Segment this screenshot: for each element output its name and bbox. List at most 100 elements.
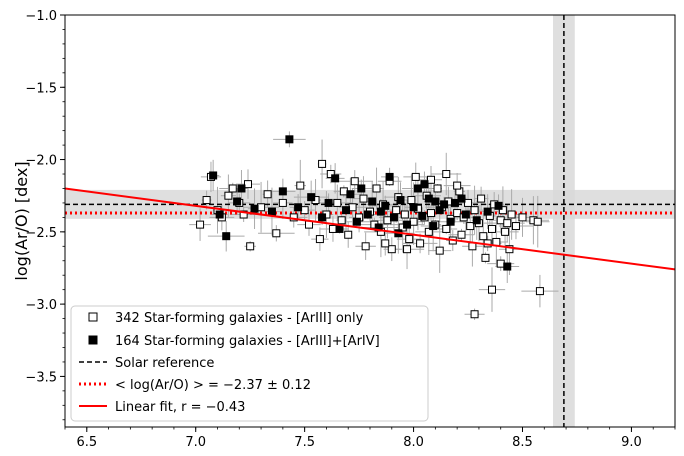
y-tick-label: −3.0 [25, 298, 57, 313]
data-point-arIII-arIV [376, 207, 385, 216]
data-point-arIII-arIV [409, 203, 418, 212]
data-point-arIII-arIV [457, 194, 466, 203]
data-point-arIII-only [503, 219, 512, 228]
data-point-arIII-only [464, 198, 473, 207]
data-point-arIII-arIV [429, 222, 438, 231]
data-point-arIII-only [470, 310, 479, 319]
data-point-arIII-only [344, 230, 353, 239]
data-point-arIII-only [202, 196, 211, 205]
data-point-arIII-arIV [357, 184, 366, 193]
data-point-arIII-arIV [335, 224, 344, 233]
data-point-arIII-only [372, 184, 381, 193]
legend-label-arIII-arIV: 164 Star-forming galaxies - [ArIII]+[ArI… [115, 334, 380, 349]
data-point-arIII-arIV [237, 184, 246, 193]
data-point-arIII-only [239, 210, 248, 219]
x-tick-label: 8.0 [403, 435, 424, 450]
data-point-arIII-arIV [324, 198, 333, 207]
data-point-arIII-only [535, 287, 544, 296]
data-point-arIII-arIV [440, 200, 449, 209]
data-point-arIII-arIV [278, 187, 287, 196]
data-point-arIII-arIV [285, 135, 294, 144]
data-point-arIII-only [518, 213, 527, 222]
data-point-arIII-only [488, 224, 496, 233]
legend-label-arIII-only: 342 Star-forming galaxies - [ArIII] only [115, 311, 364, 326]
data-point-arIII-only [501, 227, 510, 236]
legend-label-fit: Linear fit, r = −0.43 [115, 400, 245, 415]
data-point-arIII-only [328, 224, 337, 233]
legend-filled-square-marker [88, 335, 98, 345]
data-point-arIII-only [505, 245, 514, 254]
data-point-arIII-arIV [318, 213, 327, 222]
data-point-arIII-only [407, 196, 416, 205]
data-point-arIII-only [411, 172, 420, 181]
data-point-arIII-arIV [420, 180, 429, 189]
legend-label-mean: < log(Ar/O) > = −2.37 ± 0.12 [115, 378, 311, 393]
data-point-arIII-only [481, 253, 490, 262]
data-point-arIII-only [511, 222, 520, 231]
x-tick-label: 6.5 [76, 435, 97, 450]
data-point-arIII-only [348, 203, 357, 212]
data-point-arIII-only [257, 203, 266, 212]
data-point-arIII-only [392, 206, 401, 215]
data-point-arIII-only [339, 187, 348, 196]
data-point-arIII-arIV [450, 198, 459, 207]
y-axis-title: log(Ar/O) [dex] [12, 161, 31, 280]
data-point-arIII-only [361, 242, 370, 251]
data-point-arIII-only [409, 217, 418, 226]
data-point-arIII-arIV [331, 174, 340, 183]
data-point-arIII-only [387, 245, 396, 254]
data-point-arIII-arIV [363, 210, 372, 219]
y-tick-label: −2.5 [25, 226, 57, 241]
data-point-arIII-only [457, 230, 466, 239]
data-point-arIII-only [479, 232, 488, 241]
data-point-arIII-arIV [396, 196, 405, 205]
data-point-arIII-arIV [424, 194, 433, 203]
data-point-arIII-only [224, 191, 233, 200]
data-point-arIII-arIV [503, 262, 512, 271]
data-point-arIII-only [196, 220, 205, 229]
data-point-arIII-only [470, 206, 479, 215]
data-point-arIII-only [350, 177, 359, 186]
data-point-arIII-only [477, 194, 486, 203]
x-tick-label: 9.0 [621, 435, 642, 450]
data-point-arIII-only [403, 245, 412, 254]
legend-box [70, 305, 429, 422]
data-point-arIII-arIV [461, 210, 470, 219]
data-point-arIII-only [416, 239, 425, 248]
data-point-arIII-arIV [352, 217, 361, 226]
data-point-arIII-arIV [342, 206, 351, 215]
data-point-arIII-arIV [446, 217, 455, 226]
data-point-arIII-only [496, 259, 505, 268]
linear-fit-line [65, 187, 675, 271]
data-point-arIII-only [453, 181, 462, 190]
data-point-arIII-only [326, 170, 335, 179]
data-point-arIII-only [263, 190, 272, 199]
data-point-arIII-arIV [385, 172, 394, 181]
data-point-arIII-only [296, 181, 305, 190]
data-point-arIII-arIV [346, 190, 355, 199]
data-point-arIII-arIV [413, 184, 422, 193]
data-point-arIII-only [453, 209, 462, 218]
legend: 342 Star-forming galaxies - [ArIII] only… [70, 305, 429, 422]
data-point-arIII-only [498, 206, 507, 215]
data-point-arIII-only [278, 198, 287, 207]
data-point-arIII-only [359, 194, 368, 203]
data-point-arIII-only [405, 235, 414, 244]
data-point-arIII-arIV [431, 197, 440, 206]
data-point-arIII-arIV [209, 171, 218, 180]
data-point-arIII-only [381, 239, 390, 248]
legend-label-solar: Solar reference [115, 356, 214, 371]
data-point-arIII-only [318, 159, 327, 168]
data-point-arIII-only [272, 229, 281, 238]
data-point-arIII-arIV [381, 201, 390, 210]
data-point-arIII-arIV [307, 193, 316, 202]
data-point-arIII-arIV [294, 203, 303, 212]
data-point-arIII-only [427, 175, 435, 184]
data-point-arIII-arIV [215, 210, 224, 219]
x-tick-label: 8.5 [512, 435, 533, 450]
data-point-arIII-only [400, 210, 409, 219]
data-point-arIII-only [466, 222, 475, 231]
data-point-arIII-only [383, 216, 392, 225]
legend-open-square-marker [88, 312, 98, 322]
data-point-arIII-only [244, 180, 252, 189]
